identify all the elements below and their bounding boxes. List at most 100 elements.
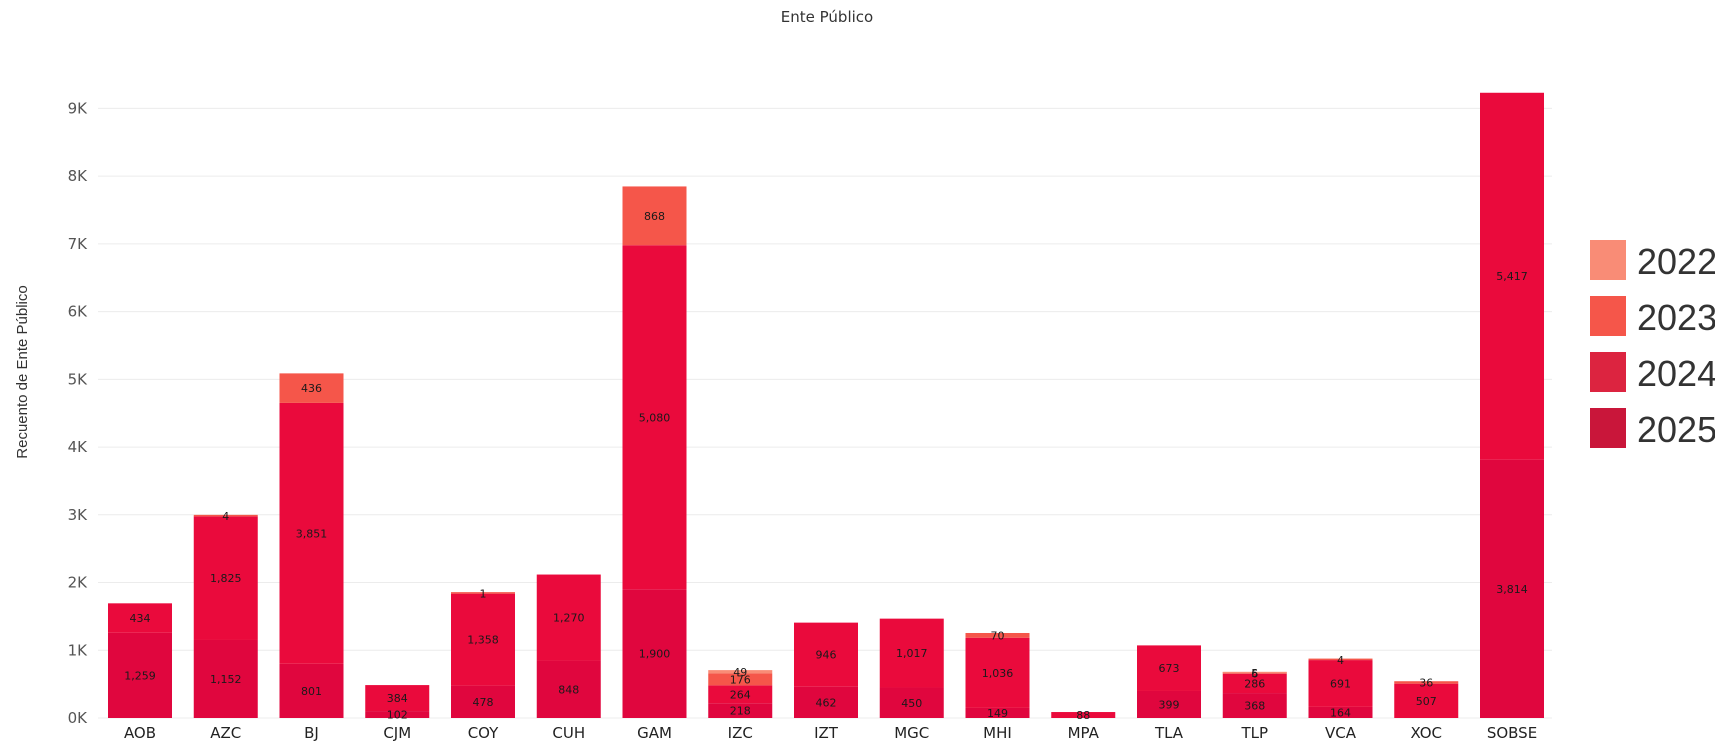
- data-label: 368: [1244, 700, 1265, 713]
- bar-segment: [622, 589, 687, 718]
- bar-segment: [1222, 693, 1287, 718]
- bar-segment: [708, 703, 773, 718]
- x-tick-label: TLP: [1240, 724, 1268, 742]
- legend-label: 2024: [1637, 353, 1715, 394]
- data-label: 478: [473, 696, 494, 709]
- bar-segment: [279, 402, 344, 664]
- bar-segment: [622, 245, 687, 590]
- x-axis-ticks: AOB AZC BJ CJM COY CUH GAM IZC IZT MGC MHI MPA TLA TL…: [124, 724, 1537, 742]
- data-label: 946: [816, 649, 837, 662]
- data-label: 462: [816, 696, 837, 709]
- data-label: 1,036: [982, 667, 1014, 680]
- x-tick-label: AZC: [210, 724, 241, 742]
- bar-segment: [1137, 690, 1201, 718]
- data-label: 1,825: [210, 572, 242, 585]
- bar-segment: [708, 673, 773, 686]
- data-label: 1,358: [467, 634, 499, 647]
- data-label: 1,270: [553, 612, 585, 625]
- bar-segment: [708, 685, 773, 704]
- data-label: 1,152: [210, 673, 242, 686]
- data-label: 102: [387, 709, 408, 722]
- bar-segment: [1137, 645, 1201, 691]
- legend-swatch: [1590, 296, 1626, 336]
- bar-segment: [622, 186, 687, 246]
- data-label: 848: [558, 683, 579, 696]
- x-tick-label: VCA: [1325, 724, 1357, 742]
- x-tick-label: TLA: [1154, 724, 1184, 742]
- x-tick-label: MPA: [1068, 724, 1100, 742]
- y-tick-label: 0K: [68, 709, 89, 727]
- legend-label: 2025: [1637, 409, 1715, 450]
- bar-segment: [1394, 681, 1459, 684]
- data-label: 434: [130, 612, 151, 625]
- legend-label: 2022: [1637, 241, 1715, 282]
- y-tick-label: 5K: [68, 370, 89, 388]
- data-label: 286: [1244, 677, 1265, 690]
- bar-segment: [1222, 673, 1287, 694]
- bar-segment: [279, 663, 344, 718]
- data-label: 36: [1419, 676, 1433, 689]
- data-label: 4: [1337, 654, 1344, 667]
- data-label: 1,900: [639, 648, 671, 661]
- y-tick-label: 7K: [68, 235, 89, 253]
- y-tick-label: 4K: [68, 438, 89, 456]
- x-tick-label: BJ: [304, 724, 319, 742]
- bar-segment: [1051, 712, 1116, 718]
- y-axis-ticks: 0K 1K 2K 3K 4K 5K 6K 7K 8K 9K: [68, 99, 89, 727]
- data-label: 801: [301, 685, 322, 698]
- legend-label: 2023: [1637, 297, 1715, 338]
- x-tick-label: IZC: [728, 724, 753, 742]
- bar-segment: [451, 592, 515, 594]
- bar-segment: [1480, 459, 1544, 718]
- x-tick-label: GAM: [637, 724, 672, 742]
- y-tick-label: 3K: [68, 506, 89, 524]
- bar-segment: [536, 574, 601, 661]
- legend-swatch: [1590, 240, 1626, 280]
- bar-segment: [451, 593, 515, 686]
- data-label: 673: [1159, 662, 1180, 675]
- chart-title: Ente Público: [781, 8, 873, 26]
- data-label: 176: [730, 673, 751, 686]
- y-tick-label: 9K: [68, 99, 89, 117]
- bar-segment: [965, 707, 1030, 718]
- x-tick-label: COY: [468, 724, 499, 742]
- x-tick-label: SOBSE: [1487, 724, 1537, 742]
- bar-segment: [879, 618, 944, 688]
- x-tick-label: AOB: [124, 724, 156, 742]
- bar-segment: [193, 516, 258, 640]
- x-tick-label: CUH: [552, 724, 585, 742]
- legend-swatch: [1590, 352, 1626, 392]
- bar-segment: [365, 711, 430, 718]
- bar-segment: [1308, 658, 1373, 661]
- bar-segment: [279, 373, 344, 403]
- x-tick-label: CJM: [383, 724, 411, 742]
- data-label: 5: [1251, 667, 1258, 680]
- data-label: 3,851: [296, 527, 328, 540]
- bar-segment: [193, 639, 258, 718]
- data-label: 399: [1159, 698, 1180, 711]
- bar-segment: [108, 632, 172, 718]
- data-label: 691: [1330, 677, 1351, 690]
- data-label: 88: [1076, 709, 1090, 722]
- bar-segment: [965, 637, 1030, 708]
- bar-segment: [536, 660, 601, 718]
- x-tick-label: IZT: [814, 724, 839, 742]
- data-label: 4: [222, 510, 229, 523]
- bar-segment: [879, 687, 944, 718]
- bar-segment: [1222, 671, 1287, 674]
- x-tick-label: MGC: [894, 724, 929, 742]
- data-label: 436: [301, 382, 322, 395]
- data-label: 3,814: [1496, 583, 1528, 596]
- bar-segment: [1308, 660, 1373, 707]
- data-label: 1,259: [124, 669, 156, 682]
- data-label: 1,017: [896, 647, 928, 660]
- data-label: 6: [1251, 668, 1258, 681]
- bar-segment: [794, 622, 858, 687]
- data-label: 1: [480, 588, 487, 601]
- data-label: 507: [1416, 695, 1437, 708]
- data-label: 384: [387, 692, 408, 705]
- data-label: 70: [991, 629, 1005, 642]
- bar-segment: [108, 603, 172, 633]
